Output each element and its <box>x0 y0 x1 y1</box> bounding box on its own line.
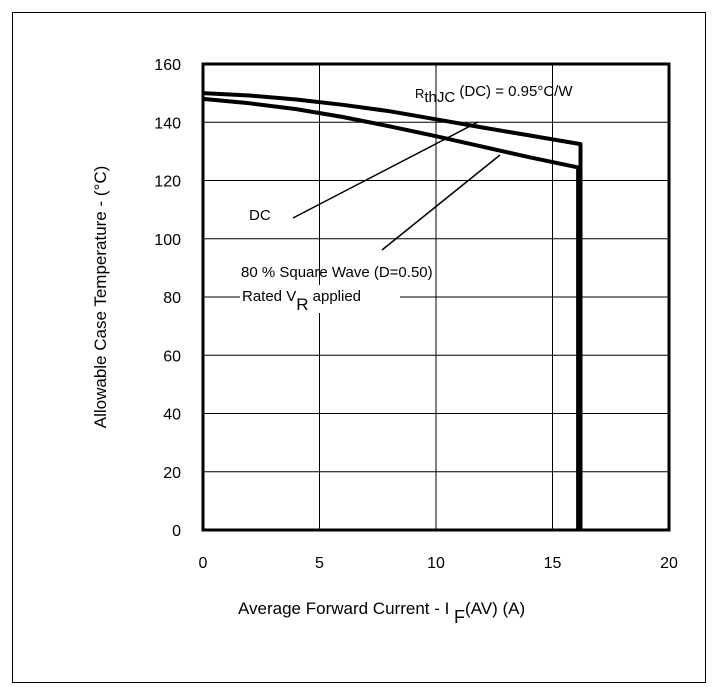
plot-area-border <box>201 62 671 532</box>
annotation-rated-tail: applied <box>308 288 361 305</box>
grid <box>203 64 669 530</box>
y-axis-label: Allowable Case Temperature - (°C) <box>91 166 110 429</box>
y-tick-labels: 0 20 40 60 80 100 120 140 160 <box>154 57 181 540</box>
annotation-rthjc: RthJC (DC) = 0.95°C/W <box>415 83 573 106</box>
y-tick-label: 40 <box>163 407 181 424</box>
annotation-dc-leader <box>292 121 479 219</box>
figure-frame <box>12 12 706 683</box>
annotation-square-wave: 80 % Square Wave (D=0.50) <box>241 264 433 281</box>
annotation-rated-main: Rated V <box>242 288 296 305</box>
y-tick-label: 160 <box>154 57 181 74</box>
annotation-rthjc-tail: (DC) = 0.95°C/W <box>455 83 573 100</box>
x-tick-label: 0 <box>199 555 208 572</box>
annotation-rated-sub: R <box>296 295 308 314</box>
series-line-dc <box>202 91 583 530</box>
x-tick-label: 15 <box>544 555 562 572</box>
annotation-dc: DC <box>249 207 271 224</box>
x-tick-label: 5 <box>315 555 324 572</box>
y-tick-label: 60 <box>163 348 181 365</box>
annotation-rthjc-main: R <box>415 86 424 101</box>
y-tick-label: 80 <box>163 290 181 307</box>
x-axis-label-main: Average Forward Current - I <box>238 599 454 618</box>
annotation-square-wave-leader <box>381 154 501 251</box>
series-lines <box>202 91 583 530</box>
x-axis-label-tail: (AV) (A) <box>465 599 525 618</box>
series-line-square-wave <box>202 96 581 530</box>
y-tick-label: 100 <box>154 232 181 249</box>
y-tick-label: 140 <box>154 115 181 132</box>
y-tick-label: 120 <box>154 174 181 191</box>
x-tick-label: 20 <box>660 555 678 572</box>
x-tick-label: 10 <box>427 555 445 572</box>
x-tick-labels: 0 5 10 15 20 <box>199 555 678 572</box>
y-tick-label: 20 <box>163 465 181 482</box>
annotation-rated-bg <box>240 285 400 313</box>
annotation-rthjc-sub: thJC <box>424 89 455 106</box>
x-axis-label-sub: F <box>454 607 465 627</box>
x-axis-label: Average Forward Current - I F(AV) (A) <box>238 599 525 627</box>
y-tick-label: 0 <box>172 523 181 540</box>
annotation-rated-vr: Rated VR applied <box>242 288 361 314</box>
